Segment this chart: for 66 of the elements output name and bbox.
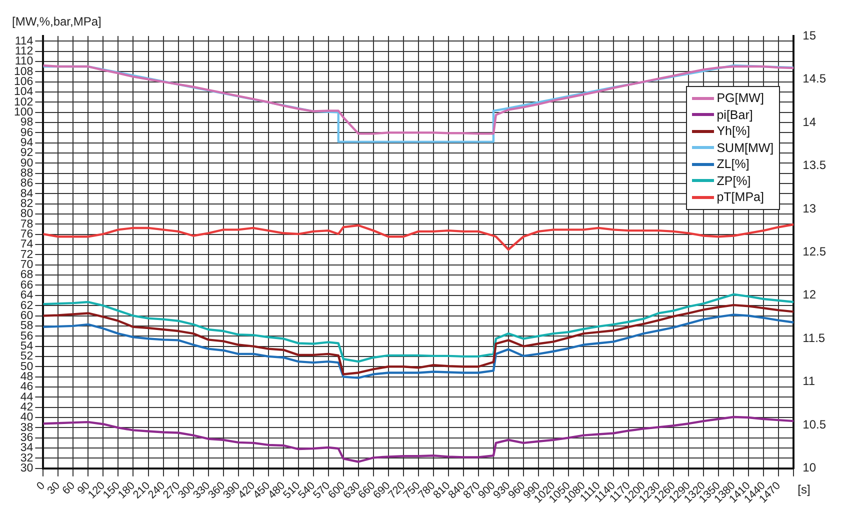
y2-tick-label: 11 (802, 374, 816, 388)
y-tick-label: 76 (20, 228, 34, 241)
y-tick-label: 70 (20, 259, 34, 272)
y-tick-label: 90 (20, 157, 34, 170)
y-tick-label: 40 (20, 412, 34, 424)
y2-tick-label: 13 (802, 201, 816, 216)
y-tick-label: 100 (14, 106, 34, 118)
y-tick-label: 78 (20, 218, 34, 230)
y-axis-title: [MW,%,bar,MPa] (12, 14, 102, 28)
y2-tick-label: 14 (802, 114, 816, 129)
y-tick-label: 58 (20, 320, 34, 332)
legend-label: SUM[MW] (716, 140, 774, 156)
y-tick-label: 102 (14, 96, 34, 108)
legend-label: pi[Bar] (716, 106, 753, 123)
x-tick-label: 60 (60, 480, 78, 497)
y-tick-label: 60 (20, 310, 34, 322)
y-tick-label: 50 (20, 360, 34, 373)
y-tick-label: 98 (20, 116, 34, 129)
y-tick-label: 108 (14, 66, 34, 78)
y-tick-label: 46 (20, 381, 34, 394)
y2-tick-label: 13.5 (802, 158, 826, 172)
x-tick-label: 30 (45, 480, 62, 497)
y-tick-label: 104 (14, 86, 34, 98)
y-tick-label: 52 (20, 350, 34, 363)
y-tick-label: 114 (14, 35, 34, 48)
legend-label: PG[MW] (716, 90, 764, 106)
y-tick-label: 106 (14, 76, 34, 88)
y-tick-label: 92 (20, 147, 34, 160)
legend-label: ZP[%] (716, 172, 751, 189)
y-tick-label: 56 (20, 330, 34, 342)
y-tick-label: 74 (20, 238, 34, 251)
y-tick-label: 80 (20, 208, 34, 220)
y-tick-label: 48 (20, 370, 34, 383)
y-tick-label: 64 (20, 290, 34, 302)
y-tick-label: 68 (20, 269, 34, 282)
y2-tick-label: 10 (802, 460, 816, 475)
y-tick-label: 38 (20, 422, 34, 434)
y-tick-label: 66 (20, 279, 34, 292)
y-tick-label: 84 (20, 188, 34, 200)
y-tick-label: 36 (20, 432, 34, 444)
y2-tick-label: 12.5 (802, 244, 826, 258)
y-tick-label: 94 (20, 136, 34, 149)
y-tick-label: 54 (20, 340, 34, 352)
y2-tick-label: 15 (802, 28, 816, 42)
y-tick-label: 110 (14, 56, 34, 68)
legend-label: Yh[%] (716, 123, 750, 140)
y-tick-label: 32 (20, 452, 34, 464)
y-tick-label: 42 (20, 401, 34, 414)
y2-tick-label: 11.5 (802, 330, 826, 345)
y-tick-label: 62 (20, 300, 34, 312)
y-tick-label: 72 (20, 248, 34, 261)
y-tick-label: 88 (20, 168, 34, 180)
legend-label: ZL[%] (716, 156, 750, 172)
y-tick-label: 34 (20, 442, 34, 454)
y-tick-label: 30 (20, 462, 34, 475)
y-tick-label: 82 (20, 198, 34, 210)
y2-tick-label: 10.5 (802, 417, 826, 432)
legend-label: pT[MPa] (716, 189, 764, 206)
y2-tick-label: 14.5 (802, 72, 826, 86)
y-tick-label: 86 (20, 178, 34, 190)
y-tick-label: 112 (14, 45, 34, 58)
y-tick-label: 96 (20, 126, 34, 139)
x-axis-title: [s] (798, 482, 810, 497)
y-tick-label: 44 (20, 391, 34, 404)
x-tick-label: 0 (34, 480, 48, 493)
y2-tick-label: 12 (802, 288, 816, 302)
